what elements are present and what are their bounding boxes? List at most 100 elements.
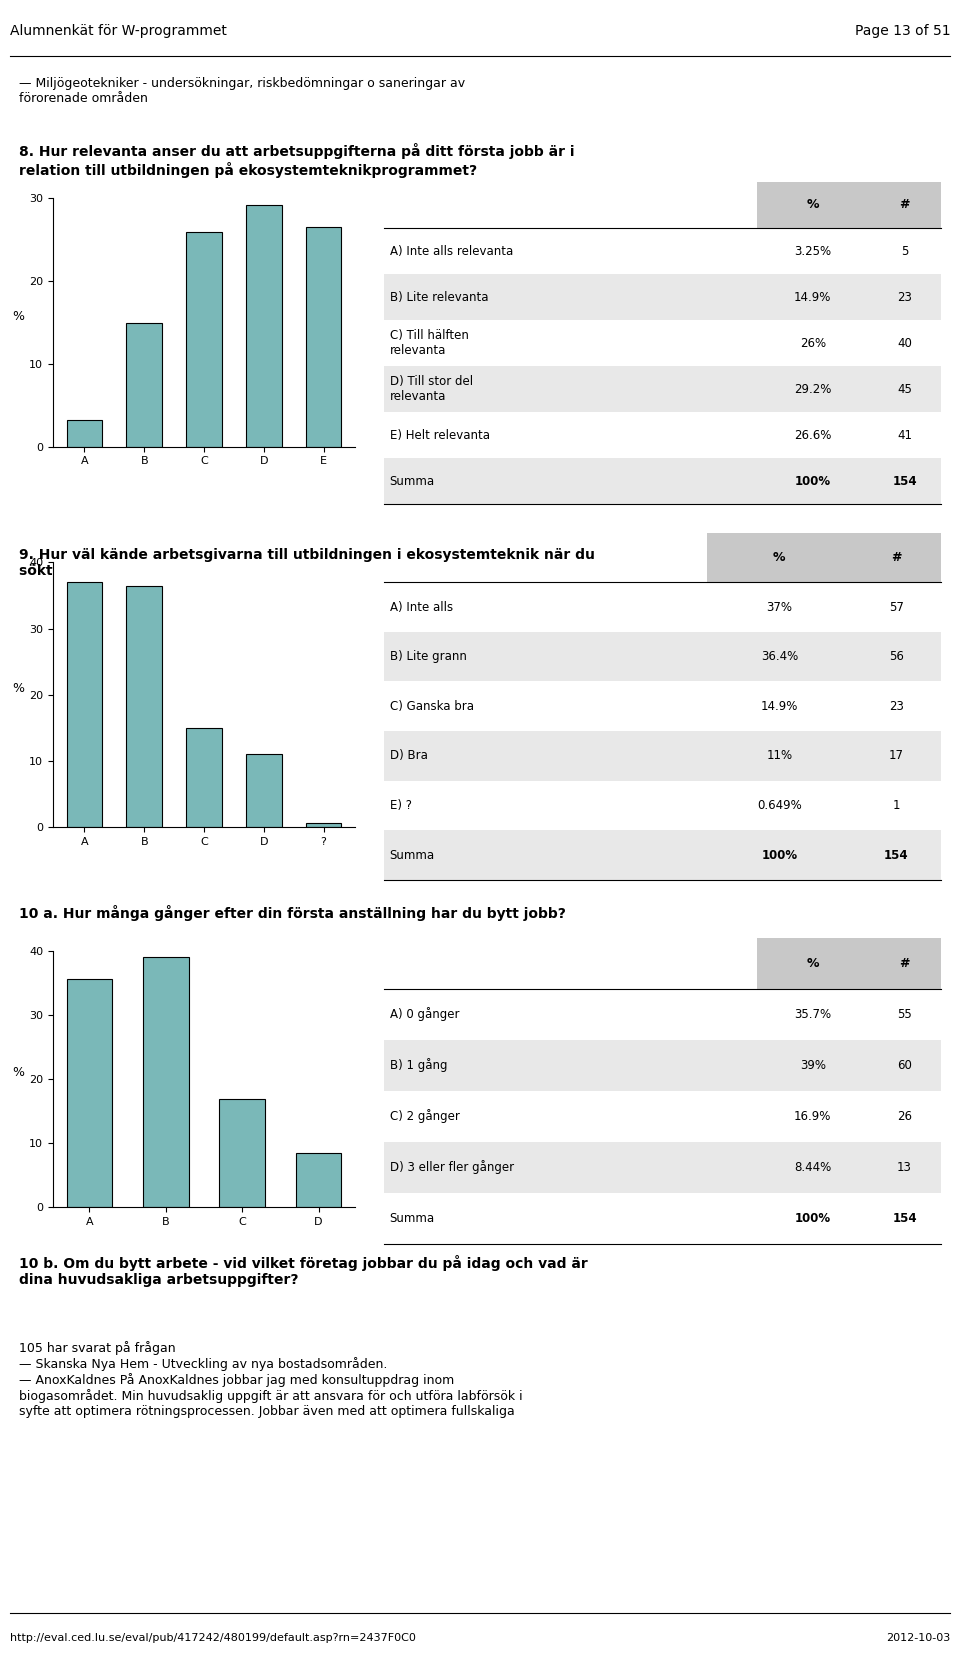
Y-axis label: %: % bbox=[12, 681, 24, 695]
Text: C) 2 gånger: C) 2 gånger bbox=[390, 1110, 460, 1123]
FancyBboxPatch shape bbox=[757, 458, 869, 504]
Text: 0.649%: 0.649% bbox=[756, 799, 802, 812]
Text: Summa: Summa bbox=[390, 849, 435, 862]
Text: 26: 26 bbox=[897, 1110, 912, 1123]
Text: 36.4%: 36.4% bbox=[760, 650, 798, 663]
Bar bbox=[66, 582, 103, 827]
Text: 14.9%: 14.9% bbox=[760, 700, 798, 713]
Text: 10 b. Om du bytt arbete - vid vilket företag jobbar du på idag och vad är
dina h: 10 b. Om du bytt arbete - vid vilket för… bbox=[19, 1255, 588, 1287]
Text: A) Inte alls relevanta: A) Inte alls relevanta bbox=[390, 245, 513, 258]
Text: D) Till stor del
relevanta: D) Till stor del relevanta bbox=[390, 375, 472, 404]
Text: B) Lite grann: B) Lite grann bbox=[390, 650, 467, 663]
Text: 23: 23 bbox=[898, 291, 912, 304]
FancyBboxPatch shape bbox=[852, 632, 941, 681]
Text: http://eval.ced.lu.se/eval/pub/417242/480199/default.asp?rn=2437F0C0: http://eval.ced.lu.se/eval/pub/417242/48… bbox=[10, 1632, 416, 1642]
Text: D) Bra: D) Bra bbox=[390, 749, 427, 762]
FancyBboxPatch shape bbox=[384, 1040, 757, 1092]
Text: Summa: Summa bbox=[390, 475, 435, 488]
Text: 100%: 100% bbox=[761, 849, 798, 862]
Text: #: # bbox=[900, 198, 910, 212]
FancyBboxPatch shape bbox=[384, 458, 757, 504]
Text: 9. Hur väl kände arbetsgivarna till utbildningen i ekosystemteknik när du
sökte : 9. Hur väl kände arbetsgivarna till utbi… bbox=[19, 547, 595, 577]
Text: E) ?: E) ? bbox=[390, 799, 412, 812]
FancyBboxPatch shape bbox=[707, 632, 852, 681]
Text: 26.6%: 26.6% bbox=[794, 428, 831, 442]
Text: 37%: 37% bbox=[766, 600, 792, 614]
FancyBboxPatch shape bbox=[707, 731, 852, 781]
FancyBboxPatch shape bbox=[707, 830, 852, 880]
Bar bbox=[66, 979, 112, 1207]
Text: — Miljögeotekniker - undersökningar, riskbedömningar o saneringar av
förorenade : — Miljögeotekniker - undersökningar, ris… bbox=[19, 76, 466, 104]
Text: A) 0 gånger: A) 0 gånger bbox=[390, 1007, 459, 1021]
FancyBboxPatch shape bbox=[707, 533, 852, 582]
Text: 55: 55 bbox=[898, 1007, 912, 1021]
FancyBboxPatch shape bbox=[384, 1141, 757, 1193]
Text: 16.9%: 16.9% bbox=[794, 1110, 831, 1123]
Bar bbox=[246, 205, 281, 447]
FancyBboxPatch shape bbox=[384, 366, 757, 412]
FancyBboxPatch shape bbox=[757, 1141, 869, 1193]
Text: 45: 45 bbox=[898, 382, 912, 395]
Text: 39%: 39% bbox=[800, 1059, 826, 1072]
Bar bbox=[66, 420, 103, 447]
Text: D) 3 eller fler gånger: D) 3 eller fler gånger bbox=[390, 1161, 514, 1174]
Bar bbox=[186, 232, 222, 447]
Bar bbox=[296, 1153, 342, 1207]
FancyBboxPatch shape bbox=[384, 830, 707, 880]
Text: 40: 40 bbox=[898, 337, 912, 349]
Text: E) Helt relevanta: E) Helt relevanta bbox=[390, 428, 490, 442]
Text: Summa: Summa bbox=[390, 1212, 435, 1226]
Text: 60: 60 bbox=[898, 1059, 912, 1072]
Bar bbox=[219, 1100, 265, 1207]
FancyBboxPatch shape bbox=[757, 182, 869, 228]
Bar bbox=[143, 958, 189, 1207]
Text: 8. Hur relevanta anser du att arbetsuppgifterna på ditt första jobb är i
relatio: 8. Hur relevanta anser du att arbetsuppg… bbox=[19, 144, 575, 179]
Text: 14.9%: 14.9% bbox=[794, 291, 831, 304]
FancyBboxPatch shape bbox=[757, 938, 869, 989]
Text: 100%: 100% bbox=[795, 475, 830, 488]
FancyBboxPatch shape bbox=[757, 275, 869, 321]
Text: 10 a. Hur många gånger efter din första anställning har du bytt jobb?: 10 a. Hur många gånger efter din första … bbox=[19, 905, 566, 921]
Bar bbox=[305, 822, 342, 827]
Bar bbox=[186, 728, 222, 827]
Text: 5: 5 bbox=[900, 245, 908, 258]
FancyBboxPatch shape bbox=[384, 731, 707, 781]
Text: 154: 154 bbox=[892, 1212, 917, 1226]
Text: 26%: 26% bbox=[800, 337, 826, 349]
Text: 41: 41 bbox=[897, 428, 912, 442]
FancyBboxPatch shape bbox=[869, 275, 941, 321]
Text: 56: 56 bbox=[889, 650, 903, 663]
Text: %: % bbox=[806, 198, 819, 212]
FancyBboxPatch shape bbox=[852, 533, 941, 582]
Text: 1: 1 bbox=[893, 799, 900, 812]
Bar bbox=[127, 324, 162, 447]
Bar bbox=[127, 586, 162, 827]
Text: 3.25%: 3.25% bbox=[794, 245, 831, 258]
Text: Page 13 of 51: Page 13 of 51 bbox=[854, 25, 950, 38]
Text: B) 1 gång: B) 1 gång bbox=[390, 1059, 447, 1072]
Text: %: % bbox=[773, 551, 785, 564]
FancyBboxPatch shape bbox=[757, 366, 869, 412]
FancyBboxPatch shape bbox=[869, 458, 941, 504]
Text: 29.2%: 29.2% bbox=[794, 382, 831, 395]
Text: 105 har svarat på frågan
— Skanska Nya Hem - Utveckling av nya bostadsområden.
—: 105 har svarat på frågan — Skanska Nya H… bbox=[19, 1340, 523, 1417]
FancyBboxPatch shape bbox=[384, 632, 707, 681]
Text: 154: 154 bbox=[892, 475, 917, 488]
Text: A) Inte alls: A) Inte alls bbox=[390, 600, 453, 614]
FancyBboxPatch shape bbox=[869, 938, 941, 989]
Bar bbox=[246, 754, 281, 827]
Text: 57: 57 bbox=[889, 600, 903, 614]
Text: #: # bbox=[891, 551, 901, 564]
FancyBboxPatch shape bbox=[852, 830, 941, 880]
FancyBboxPatch shape bbox=[852, 731, 941, 781]
Text: 23: 23 bbox=[889, 700, 903, 713]
Y-axis label: %: % bbox=[12, 309, 24, 323]
Text: B) Lite relevanta: B) Lite relevanta bbox=[390, 291, 488, 304]
Text: C) Ganska bra: C) Ganska bra bbox=[390, 700, 473, 713]
Text: C) Till hälften
relevanta: C) Till hälften relevanta bbox=[390, 329, 468, 357]
FancyBboxPatch shape bbox=[384, 275, 757, 321]
Text: %: % bbox=[806, 956, 819, 969]
Text: 11%: 11% bbox=[766, 749, 792, 762]
FancyBboxPatch shape bbox=[869, 1141, 941, 1193]
Y-axis label: %: % bbox=[12, 1067, 24, 1078]
